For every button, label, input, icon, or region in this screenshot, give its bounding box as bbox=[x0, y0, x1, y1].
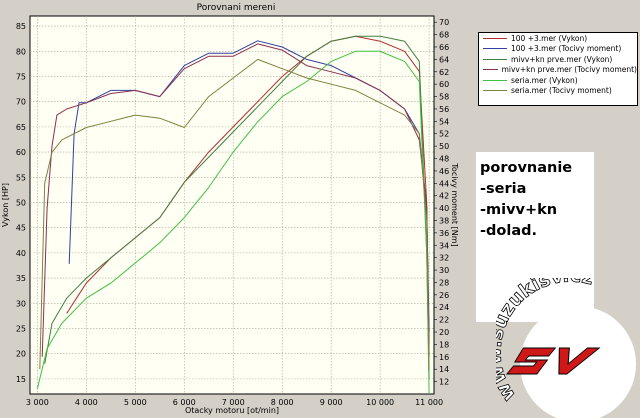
y-left-tick-label: 60 bbox=[16, 148, 26, 157]
series-layer bbox=[36, 35, 430, 395]
y-left-tick-label: 35 bbox=[16, 274, 26, 283]
legend-swatch bbox=[483, 48, 507, 50]
legend-swatch bbox=[483, 37, 507, 39]
y-left-tick-label: 75 bbox=[16, 72, 26, 81]
x-tick-label: 10 000 bbox=[366, 398, 394, 407]
x-tick-label: 9 000 bbox=[320, 398, 343, 407]
legend-entry: mivv+kn prve.mer (Vykon) bbox=[479, 54, 637, 65]
x-tick-label: 5 000 bbox=[124, 398, 147, 407]
x-tick-label: 4 000 bbox=[75, 398, 98, 407]
y-right-tick-label: 42 bbox=[439, 192, 449, 201]
y-right-tick-label: 70 bbox=[439, 18, 449, 27]
y-right-tick-label: 54 bbox=[439, 117, 449, 126]
y-right-tick-label: 60 bbox=[439, 80, 449, 89]
y-right-tick-label: 44 bbox=[439, 179, 449, 188]
y-left-tick-label: 15 bbox=[16, 375, 26, 384]
y-left-tick-label: 20 bbox=[16, 350, 26, 359]
legend: 100 +3.mer (Vykon) 100 +3.mer (Tocivy mom… bbox=[478, 32, 638, 106]
note-line: porovnanie bbox=[480, 160, 573, 176]
y-right-tick-label: 38 bbox=[439, 216, 449, 225]
y-right-tick-label: 24 bbox=[439, 303, 449, 312]
legend-label: mivv+kn prve.mer (Tocivy moment) bbox=[501, 65, 637, 75]
y-right-tick-label: 32 bbox=[439, 254, 449, 263]
legend-label: 100 +3.mer (Tocivy moment) bbox=[511, 44, 622, 54]
legend-label: 100 +3.mer (Vykon) bbox=[511, 33, 588, 43]
y-right-tick-label: 46 bbox=[439, 167, 449, 176]
y-left-tick-label: 40 bbox=[16, 249, 26, 258]
notes-box: porovnanie -seria -mivv+kn -dolad. bbox=[476, 152, 594, 322]
x-axis-title: Otacky motoru [ot/min] bbox=[185, 406, 279, 415]
y-left-tick-label: 80 bbox=[16, 47, 26, 56]
y-left-tick-label: 30 bbox=[16, 299, 26, 308]
y-right-tick-label: 30 bbox=[439, 266, 449, 275]
x-tick-label: 11 000 bbox=[415, 398, 443, 407]
y-right-tick-label: 50 bbox=[439, 142, 449, 151]
y-left-tick-label: 65 bbox=[16, 123, 26, 132]
y-right-tick-label: 68 bbox=[439, 31, 449, 40]
series-line-6 bbox=[39, 58, 430, 370]
y-right-tick-label: 66 bbox=[439, 43, 449, 52]
y-left-tick-label: 55 bbox=[16, 173, 26, 182]
y-right-tick-label: 52 bbox=[439, 130, 449, 139]
y-right-tick-label: 22 bbox=[439, 316, 449, 325]
y-left-tick-label: 85 bbox=[16, 22, 26, 31]
y-left-tick-label: 25 bbox=[16, 324, 26, 333]
y-right-tick-label: 56 bbox=[439, 105, 449, 114]
note-line: -dolad. bbox=[480, 223, 538, 239]
y-right-tick-label: 16 bbox=[439, 353, 449, 362]
x-tick-label: 7 000 bbox=[222, 398, 245, 407]
y-left-axis-title: Vykon [HP] bbox=[1, 183, 10, 227]
legend-label: mivv+kn prve.mer (Vykon) bbox=[511, 54, 613, 64]
legend-swatch bbox=[483, 79, 507, 81]
axis-ticks: 3 000 4 000 5 000 6 000 7 000 8 000 9 000 10 00… bbox=[16, 18, 449, 407]
y-left-tick-label: 70 bbox=[16, 98, 26, 107]
suzukisv-logo: www.suzukisv.cz bbox=[496, 278, 636, 418]
y-right-tick-label: 12 bbox=[439, 378, 449, 387]
y-right-tick-label: 34 bbox=[439, 241, 449, 250]
y-right-tick-label: 62 bbox=[439, 68, 449, 77]
legend-swatch bbox=[483, 58, 507, 60]
series-line-3 bbox=[44, 35, 430, 379]
legend-swatch bbox=[483, 90, 507, 92]
y-right-tick-label: 20 bbox=[439, 328, 449, 337]
note-line: -seria bbox=[480, 181, 527, 197]
legend-entry: seria.mer (Vykon) bbox=[479, 75, 637, 86]
y-left-tick-label: 50 bbox=[16, 198, 26, 207]
y-right-tick-label: 58 bbox=[439, 93, 449, 102]
legend-label: seria.mer (Vykon) bbox=[511, 75, 578, 85]
legend-entry: mivv+kn prve.mer (Tocivy moment) bbox=[479, 65, 637, 76]
y-right-tick-label: 18 bbox=[439, 340, 449, 349]
x-tick-label: 8 000 bbox=[271, 398, 294, 407]
y-right-tick-label: 26 bbox=[439, 291, 449, 300]
y-right-tick-label: 48 bbox=[439, 155, 449, 164]
legend-entry: 100 +3.mer (Tocivy moment) bbox=[479, 44, 637, 55]
y-right-tick-label: 14 bbox=[439, 365, 449, 374]
plot-area bbox=[29, 15, 435, 395]
legend-swatch bbox=[483, 69, 498, 71]
legend-entry: 100 +3.mer (Vykon) bbox=[479, 33, 637, 44]
y-right-tick-label: 28 bbox=[439, 278, 449, 287]
y-right-tick-label: 64 bbox=[439, 55, 449, 64]
y-right-tick-label: 36 bbox=[439, 229, 449, 238]
chart-title: Porovnani mereni bbox=[197, 3, 276, 13]
series-line-4 bbox=[41, 43, 430, 357]
x-tick-label: 6 000 bbox=[173, 398, 196, 407]
y-right-tick-label: 40 bbox=[439, 204, 449, 213]
y-right-axis-title: Tocivy moment [Nm] bbox=[450, 162, 459, 246]
legend-label: seria.mer (Tocivy moment) bbox=[511, 86, 612, 96]
sv-mark bbox=[505, 347, 601, 375]
note-line: -mivv+kn bbox=[480, 202, 558, 218]
y-left-tick-label: 45 bbox=[16, 224, 26, 233]
x-tick-label: 3 000 bbox=[26, 398, 49, 407]
series-line-5 bbox=[36, 50, 430, 395]
legend-entry: seria.mer (Tocivy moment) bbox=[479, 86, 637, 97]
